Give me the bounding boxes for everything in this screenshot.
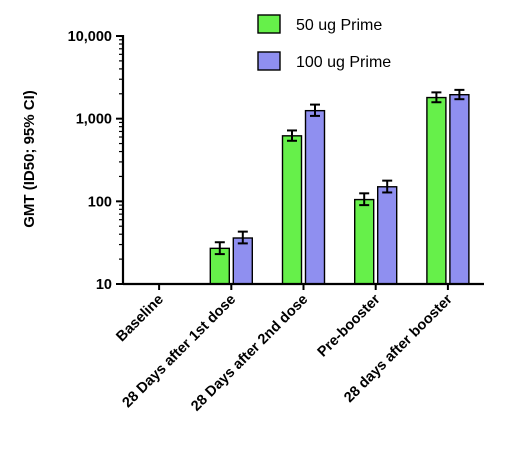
error-bar-2-4: [382, 179, 393, 194]
y-axis-label: GMT (ID50; 95% CI): [21, 90, 38, 228]
bars-layer: [209, 93, 470, 285]
legend-item-1: 50 ug Prime: [257, 14, 382, 34]
error-bar-1-3: [287, 129, 297, 142]
x-category-label-1: Baseline: [113, 292, 166, 345]
y-ticks-layer: 10 100 1,000 10,000: [68, 29, 123, 293]
y-tick-label-4: 10,000: [68, 29, 112, 45]
y-axis-label-group: GMT (ID50; 95% CI): [21, 90, 38, 228]
bar-2-2: [232, 237, 254, 285]
legend-swatch-1: [257, 14, 281, 34]
y-tick-label-2: 100: [88, 194, 112, 210]
error-bar-1-4: [359, 192, 370, 207]
legend: 50 ug Prime 100 ug Prime: [257, 14, 391, 71]
error-bar-2-3: [310, 103, 320, 117]
x-category-label-3: 28 Days after 2nd dose: [188, 292, 311, 415]
bar-1-5: [426, 96, 447, 285]
error-bar-1-2: [214, 241, 225, 256]
bar-2-4: [377, 186, 398, 285]
y-tick-label-3: 1,000: [76, 112, 112, 128]
y-tick-label-1: 10: [96, 277, 112, 293]
legend-item-2: 100 ug Prime: [257, 51, 391, 71]
bar-2-5: [449, 93, 470, 285]
error-bar-1-5: [431, 91, 442, 104]
error-bar-2-2: [237, 230, 248, 245]
bar-1-4: [354, 198, 375, 285]
legend-swatch-2: [257, 51, 281, 71]
legend-label-1: 50 ug Prime: [296, 17, 382, 34]
bar-2-3: [304, 109, 326, 285]
bar-1-3: [281, 135, 303, 285]
error-bars-layer: [214, 88, 465, 256]
error-bar-2-5: [454, 88, 465, 101]
x-category-label-4: Pre-booster: [315, 291, 384, 360]
legend-label-2: 100 ug Prime: [296, 54, 391, 71]
